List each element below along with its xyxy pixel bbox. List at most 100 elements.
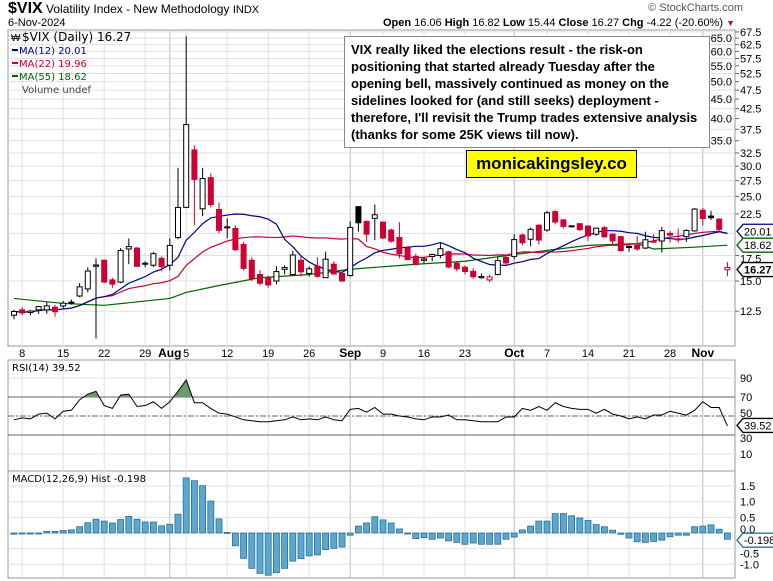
candle: [207, 173, 214, 208]
candle: [658, 226, 665, 253]
macd-histogram-bar: [59, 530, 67, 534]
candle-body: [371, 214, 378, 219]
candle-body: [134, 247, 140, 267]
macd-histogram-bar: [297, 532, 305, 560]
macd-histogram-bar: [149, 521, 157, 534]
macd-histogram-bar: [43, 531, 51, 534]
candle-body: [535, 224, 542, 241]
macd-histogram-bar: [658, 532, 666, 541]
macd-histogram-bar: [543, 520, 551, 534]
candle: [716, 218, 723, 232]
macd-histogram-bar: [428, 532, 436, 540]
candle: [691, 208, 698, 232]
macd-histogram-bar: [272, 532, 280, 574]
candle-body: [216, 208, 222, 231]
macd-axis-label: 0.5: [740, 512, 755, 524]
y-axis-label: 67.5: [740, 27, 761, 39]
rsi-axis-label: 30: [740, 433, 752, 445]
candle-body: [724, 267, 731, 271]
candle-body: [552, 211, 559, 223]
macd-histogram-bar: [190, 480, 198, 534]
candle: [371, 204, 378, 241]
candle: [380, 221, 386, 240]
candle-body: [224, 226, 231, 229]
candle-body: [380, 221, 386, 239]
close-value-tag: 16.27: [744, 265, 772, 277]
macd-histogram-bar: [182, 477, 190, 534]
rsi-legend: RSI(14) 39.52: [12, 363, 81, 374]
candle-body: [708, 215, 714, 219]
macd-histogram-bar: [215, 518, 223, 534]
y-axis-label: 65.0: [711, 33, 732, 45]
macd-histogram-bar: [199, 485, 207, 534]
legend-ma12: MA(12) 20.01: [19, 46, 87, 57]
candle: [19, 307, 26, 316]
candle: [511, 234, 518, 260]
down-triangle-icon: ▼: [726, 18, 735, 28]
macd-histogram-bar: [10, 532, 18, 535]
ma22-line: [13, 230, 728, 313]
candle-body: [691, 208, 698, 232]
legend-volume: Volume undef: [22, 85, 92, 96]
candle-body: [117, 249, 124, 283]
macd-histogram-bar: [141, 521, 149, 534]
candle: [35, 305, 42, 314]
macd-value-tag-box: [736, 532, 773, 548]
macd-histogram-bar: [313, 532, 321, 556]
change-label: Chg: [622, 17, 644, 29]
candle: [134, 247, 140, 267]
candle-body: [388, 229, 395, 242]
y-axis-label: 62.5: [740, 40, 761, 52]
candle: [626, 245, 632, 252]
candle: [248, 257, 255, 281]
low-value: 15.44: [527, 17, 556, 29]
macd-histogram-bar: [223, 531, 231, 534]
candle: [429, 253, 436, 262]
candle-body: [109, 279, 116, 285]
macd-histogram-bar: [551, 513, 559, 534]
candle-body: [298, 259, 304, 273]
macd-histogram-bar: [683, 532, 690, 536]
macd-histogram-bar: [650, 532, 657, 542]
exchange: INDX: [232, 4, 260, 16]
candle: [84, 267, 91, 293]
macd-histogram-bar: [371, 516, 379, 534]
macd-histogram-bar: [346, 532, 354, 536]
macd-histogram-bar: [633, 532, 641, 543]
y-axis-label: 60.0: [711, 46, 732, 58]
candle: [76, 283, 83, 298]
macd-histogram-bar: [453, 532, 461, 543]
macd-histogram-bar: [174, 513, 182, 534]
candle: [60, 300, 67, 309]
copyright[interactable]: © StockCharts.com: [648, 2, 743, 14]
macd-histogram-bar: [601, 526, 608, 534]
candle: [232, 225, 239, 251]
ma12-line: [13, 213, 728, 313]
candle-body: [683, 229, 690, 238]
candle-body: [667, 232, 673, 236]
macd-histogram-bar: [535, 520, 543, 534]
candle: [142, 261, 149, 268]
candle-body: [19, 309, 26, 314]
y-axis-label: 42.5: [740, 104, 761, 116]
macd-histogram-bar: [338, 532, 346, 548]
macd-histogram-bar: [576, 517, 584, 534]
candle: [191, 145, 198, 226]
macd-histogram-bar: [461, 532, 469, 545]
macd-histogram-bar: [100, 520, 108, 534]
x-axis-label: Aug: [158, 346, 181, 360]
y-axis-label: 52.5: [740, 69, 761, 81]
candle-body: [27, 310, 34, 314]
candle-body: [199, 178, 206, 210]
rsi-axis-label: 70: [740, 392, 752, 404]
candle: [601, 226, 608, 238]
candle: [322, 251, 329, 279]
candle: [494, 257, 501, 276]
candle: [699, 208, 706, 226]
macd-histogram-bar: [617, 532, 625, 535]
macd-histogram-bar: [305, 532, 313, 557]
candle-body: [150, 253, 157, 266]
candle-body: [404, 247, 411, 261]
candle-body: [511, 239, 518, 257]
macd-histogram-bar: [510, 532, 518, 538]
